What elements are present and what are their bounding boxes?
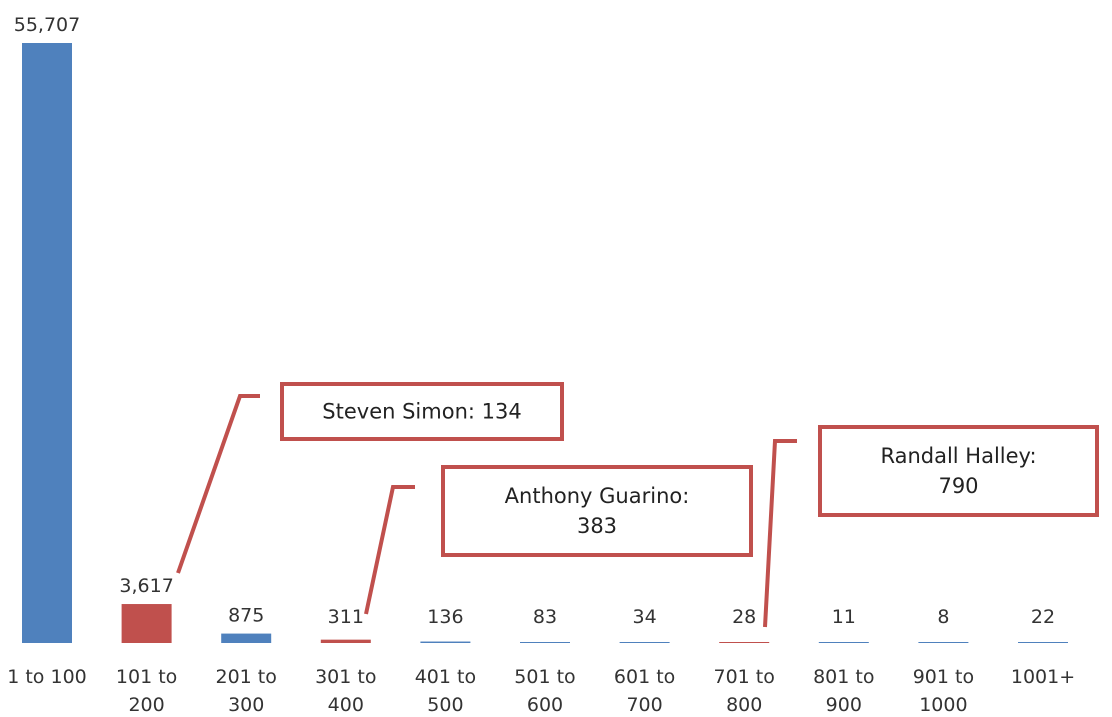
- callout-box: [280, 382, 564, 441]
- value-label-501-to-600: 83: [533, 606, 557, 628]
- bars-group: [22, 43, 1068, 643]
- value-label-1-to-100: 55,707: [14, 14, 80, 36]
- callout-box: [441, 465, 753, 557]
- callouts-group: Steven Simon: 134 Anthony Guarino: 383 Rand…: [176, 382, 1099, 628]
- tick-label-401-to-500: 401 to 500: [415, 666, 476, 716]
- bar-301-to-400: [320, 639, 371, 643]
- tick-label-601-to-700: 601 to 700: [614, 666, 675, 716]
- bar-901-to-1000: [918, 642, 969, 643]
- value-label-401-to-500: 136: [427, 606, 463, 628]
- callout-anthony-guarino-383: Anthony Guarino: 383: [364, 465, 753, 615]
- bar-401-to-500: [420, 641, 471, 643]
- bar-1001: [1018, 642, 1068, 643]
- value-label-901-to-1000: 8: [937, 606, 949, 628]
- value-label-101-to-200: 3,617: [119, 575, 173, 597]
- bar-201-to-300: [221, 633, 272, 643]
- callout-steven-simon-134: Steven Simon: 134: [176, 382, 564, 574]
- callout-leader-line: [364, 485, 415, 615]
- value-label-1001: 22: [1031, 606, 1055, 628]
- callout-text: Steven Simon: 134: [322, 400, 521, 424]
- bar-601-to-700: [619, 642, 670, 643]
- tick-label-301-to-400: 301 to 400: [315, 666, 376, 716]
- value-label-601-to-700: 34: [633, 606, 657, 628]
- callout-box: [818, 425, 1099, 517]
- value-label-301-to-400: 311: [328, 606, 364, 628]
- value-label-801-to-900: 11: [832, 606, 856, 628]
- bar-701-to-800: [719, 642, 770, 643]
- tick-label-501-to-600: 501 to 600: [514, 666, 575, 716]
- value-labels-group: 55,707 3,617 875 311 136 83 34 28 11 8 22: [14, 14, 1055, 628]
- bar-1-to-100: [22, 43, 72, 643]
- callout-leader-line: [176, 394, 260, 574]
- callout-text: Randall Halley: 790: [880, 444, 1036, 498]
- x-axis-tick-labels: 1 to 100 101 to 200 201 to 300 301 to 400 401 t…: [7, 666, 1075, 716]
- tick-label-201-to-300: 201 to 300: [216, 666, 277, 716]
- callout-randall-halley-790: Randall Halley: 790: [763, 425, 1099, 628]
- tick-label-1001: 1001+: [1011, 666, 1075, 688]
- callout-leader-line: [763, 439, 797, 628]
- tick-label-1-to-100: 1 to 100: [7, 666, 87, 688]
- bar-101-to-200: [121, 604, 172, 643]
- tick-label-701-to-800: 701 to 800: [714, 666, 775, 716]
- value-label-201-to-300: 875: [228, 605, 264, 627]
- tick-label-801-to-900: 801 to 900: [813, 666, 874, 716]
- bar-501-to-600: [520, 642, 570, 643]
- value-label-701-to-800: 28: [732, 606, 756, 628]
- callout-text: Anthony Guarino: 383: [505, 484, 690, 538]
- bar-801-to-900: [818, 642, 869, 643]
- tick-label-901-to-1000: 901 to 1000: [913, 666, 974, 716]
- tick-label-101-to-200: 101 to 200: [116, 666, 177, 716]
